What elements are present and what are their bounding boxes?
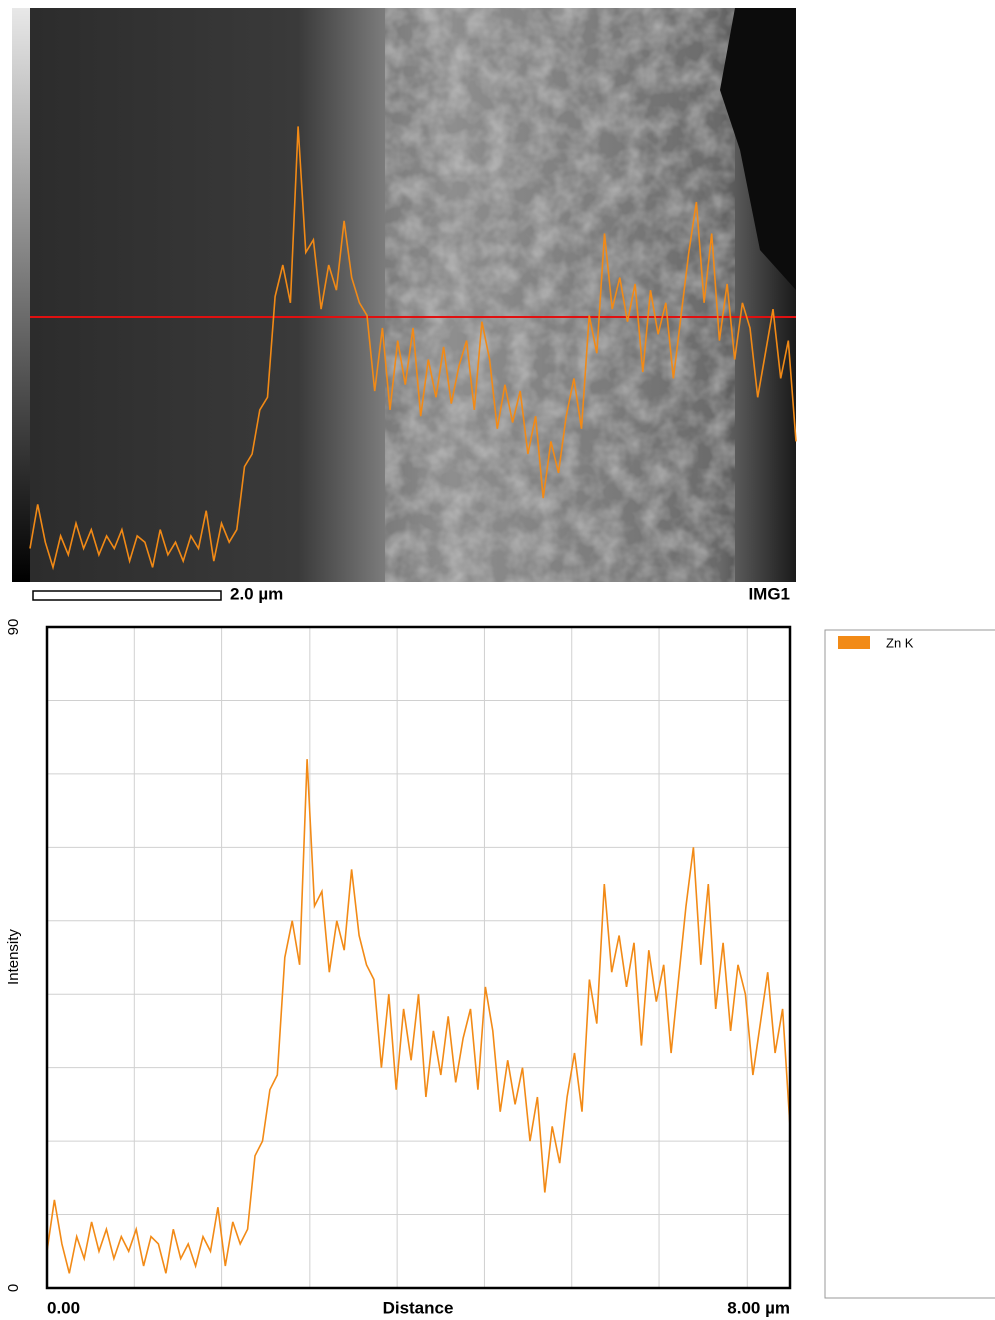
sem-texture	[385, 8, 735, 582]
y-tick-label: 0	[5, 1284, 22, 1292]
image-label: IMG1	[748, 584, 790, 603]
sem-dark-corner	[720, 8, 796, 290]
data-line	[46, 759, 791, 1274]
gray-scale-bar	[12, 8, 30, 582]
scale-bar	[32, 590, 222, 601]
y-axis-label: Intensity	[5, 929, 22, 985]
y-tick-label: 90	[5, 619, 22, 636]
legend-label: Zn K	[886, 635, 914, 650]
x-tick-label: 8.00 µm	[727, 1298, 790, 1317]
x-axis-label: Distance	[383, 1298, 454, 1317]
legend-box	[824, 629, 995, 1299]
legend-swatch	[838, 636, 870, 649]
x-tick-label: 0.00	[47, 1298, 80, 1317]
plot-area	[46, 627, 791, 1288]
legend: Zn K	[824, 629, 995, 1299]
sem-image	[12, 8, 796, 582]
plot-frame	[45, 625, 792, 1290]
scale-bar-label: 2.0 µm	[230, 584, 283, 603]
image-profile-line	[29, 126, 797, 571]
